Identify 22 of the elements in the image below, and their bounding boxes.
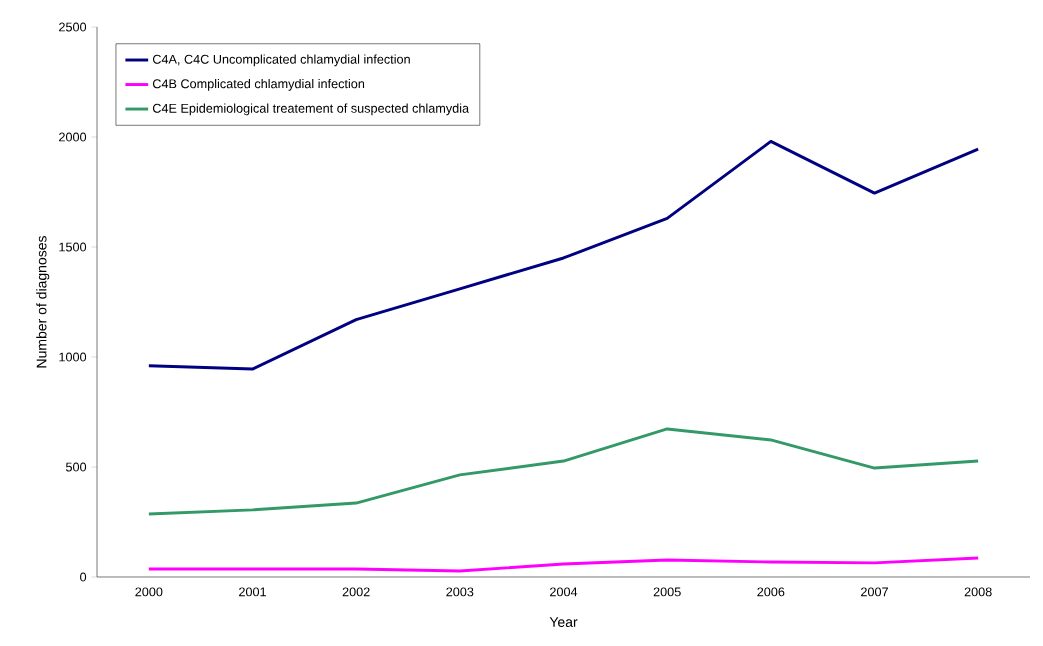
legend-label: C4A, C4C Uncomplicated chlamydial infection	[152, 54, 410, 67]
line-series	[147, 139, 980, 371]
x-tick-label: 2003	[446, 587, 474, 597]
x-tick-label: 2005	[653, 587, 681, 597]
x-tick-label: 2000	[135, 587, 163, 597]
y-axis-title: Number of diagnoses	[36, 236, 50, 368]
x-tick-label: 2006	[757, 587, 785, 597]
legend-label: C4B Complicated chlamydial infection	[152, 78, 365, 91]
y-tick-label: 2000	[59, 132, 87, 142]
x-tick-label: 2001	[239, 587, 266, 597]
x-tick-label: 2008	[964, 587, 992, 597]
y-tick-label: 1000	[59, 352, 87, 362]
x-tick-label: 2004	[550, 587, 578, 597]
x-tick-label: 2002	[342, 587, 370, 597]
x-axis-title: Year	[549, 617, 578, 627]
y-tick-label: 0	[80, 572, 87, 582]
legend-label: C4E Epidemiological treatement of suspected chlamydia	[152, 103, 470, 116]
x-tick-label: 2007	[861, 587, 888, 597]
line-series	[147, 427, 980, 516]
y-tick-label: 500	[65, 462, 87, 472]
y-tick-label: 1500	[59, 242, 87, 252]
y-tick-label: 2500	[59, 22, 87, 32]
